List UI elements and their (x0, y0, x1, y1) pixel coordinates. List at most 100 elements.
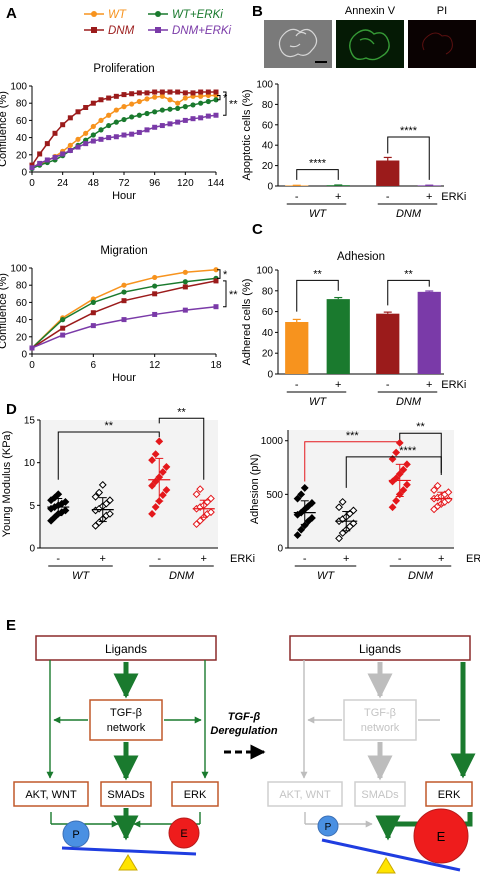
data-point (182, 307, 188, 313)
x-axis-label: Hour (112, 372, 136, 384)
data-point (293, 531, 302, 540)
y-axis-label: Apoptotic cells (%) (241, 89, 253, 180)
erk-box-left (171, 781, 219, 807)
data-point (98, 480, 107, 489)
y-tick-label: 60 (16, 116, 28, 127)
data-point (60, 317, 66, 323)
data-point (90, 132, 96, 138)
y-tick-label: 5 (29, 501, 35, 512)
data-point (61, 498, 70, 506)
data-point (121, 104, 127, 110)
data-point (152, 291, 158, 297)
y-axis-label: Adhered cells (%) (241, 279, 253, 366)
data-point (388, 455, 397, 463)
significance-bracket (399, 432, 442, 473)
data-point (182, 117, 188, 123)
data-point (182, 269, 188, 275)
migration-chart: 0 20 40 60 80 100 0 6 12 18 Confluence (%) Hour Migr… (0, 245, 238, 384)
plot-background (288, 430, 454, 548)
significance-label: **** (309, 158, 327, 170)
data-point (144, 127, 150, 133)
data-point (213, 112, 219, 118)
proliferation-chart: 0 20 40 60 80 100 0 24 48 72 96 120 144 Confluence (%… (0, 63, 238, 202)
x-tick-label: 6 (91, 360, 97, 371)
significance-label: ** (229, 99, 238, 111)
data-point (175, 105, 181, 111)
legend-entry-wt-erki: WT+ERKi (148, 9, 223, 21)
x-tick-label: 120 (177, 178, 194, 189)
y-tick-label: 1000 (261, 436, 284, 447)
data-point (113, 119, 119, 125)
data-point (98, 117, 104, 123)
data-point (113, 93, 119, 99)
data-point (75, 136, 81, 142)
data-point (167, 97, 173, 103)
data-point (403, 480, 411, 489)
y-tick-label: 0 (267, 182, 273, 193)
fulcrum-right (376, 857, 396, 874)
data-point (388, 503, 397, 512)
y-tick-label: 20 (16, 150, 28, 161)
data-point (308, 514, 316, 522)
x-tick-label: 0 (29, 178, 35, 189)
data-point (196, 485, 205, 494)
data-point (182, 104, 188, 110)
treatment-sign: - (386, 379, 390, 391)
treatment-sign: + (201, 553, 207, 565)
pi-label: PI (437, 5, 447, 17)
data-point (83, 130, 89, 136)
p-label-left: P (72, 829, 79, 841)
treatment-sign: + (426, 191, 432, 203)
data-point (198, 89, 204, 95)
panel-label-b: B (252, 3, 263, 20)
pathway-diagram-right: Ligands TGF-β network AKT, WNT SMADs ERK… (267, 635, 476, 874)
data-point (205, 113, 211, 119)
data-point (297, 490, 306, 499)
data-point (113, 134, 119, 140)
data-point (60, 332, 66, 338)
arrows-right-grey (300, 660, 440, 828)
treatment-label: ERKi (230, 553, 255, 565)
y-tick-label: 60 (262, 120, 274, 131)
data-point (198, 115, 204, 121)
data-point (162, 486, 171, 494)
e-circle-left (168, 817, 200, 849)
data-point (349, 506, 358, 515)
significance-bracket (158, 417, 205, 480)
data-point (158, 491, 167, 500)
bar (417, 291, 441, 374)
data-point (175, 100, 181, 106)
group-label: DNM (169, 570, 195, 582)
y-tick-label: 80 (262, 100, 274, 111)
data-point (44, 141, 50, 147)
data-point (90, 123, 96, 130)
data-point (106, 122, 112, 129)
data-point (144, 90, 150, 96)
series-line-dnm-erki (31, 305, 217, 349)
data-point (399, 486, 408, 494)
data-point (198, 93, 204, 99)
treatment-label: ERKi (441, 379, 466, 391)
treatment-sign: - (157, 553, 161, 565)
data-point (121, 298, 127, 304)
data-point (205, 89, 211, 95)
data-point (159, 107, 165, 113)
data-point (293, 494, 302, 503)
data-point (83, 105, 89, 110)
significance-label: ** (416, 421, 425, 433)
micrograph-row: Annexin V PI (264, 5, 476, 68)
legend-entry-dnm: DNM (84, 25, 135, 37)
data-point (213, 97, 219, 103)
data-point (167, 121, 173, 127)
data-point (148, 456, 156, 465)
data-point (83, 141, 89, 147)
data-point (98, 127, 104, 133)
data-point (61, 506, 70, 515)
group-label: DNM (396, 208, 422, 220)
pi-signal (422, 32, 453, 55)
treatment-sign: - (56, 553, 60, 565)
data-point (136, 112, 142, 118)
